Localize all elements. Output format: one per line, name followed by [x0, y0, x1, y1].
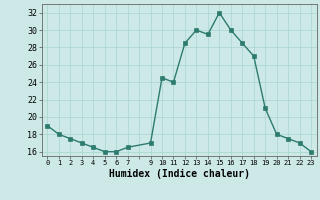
- X-axis label: Humidex (Indice chaleur): Humidex (Indice chaleur): [109, 169, 250, 179]
